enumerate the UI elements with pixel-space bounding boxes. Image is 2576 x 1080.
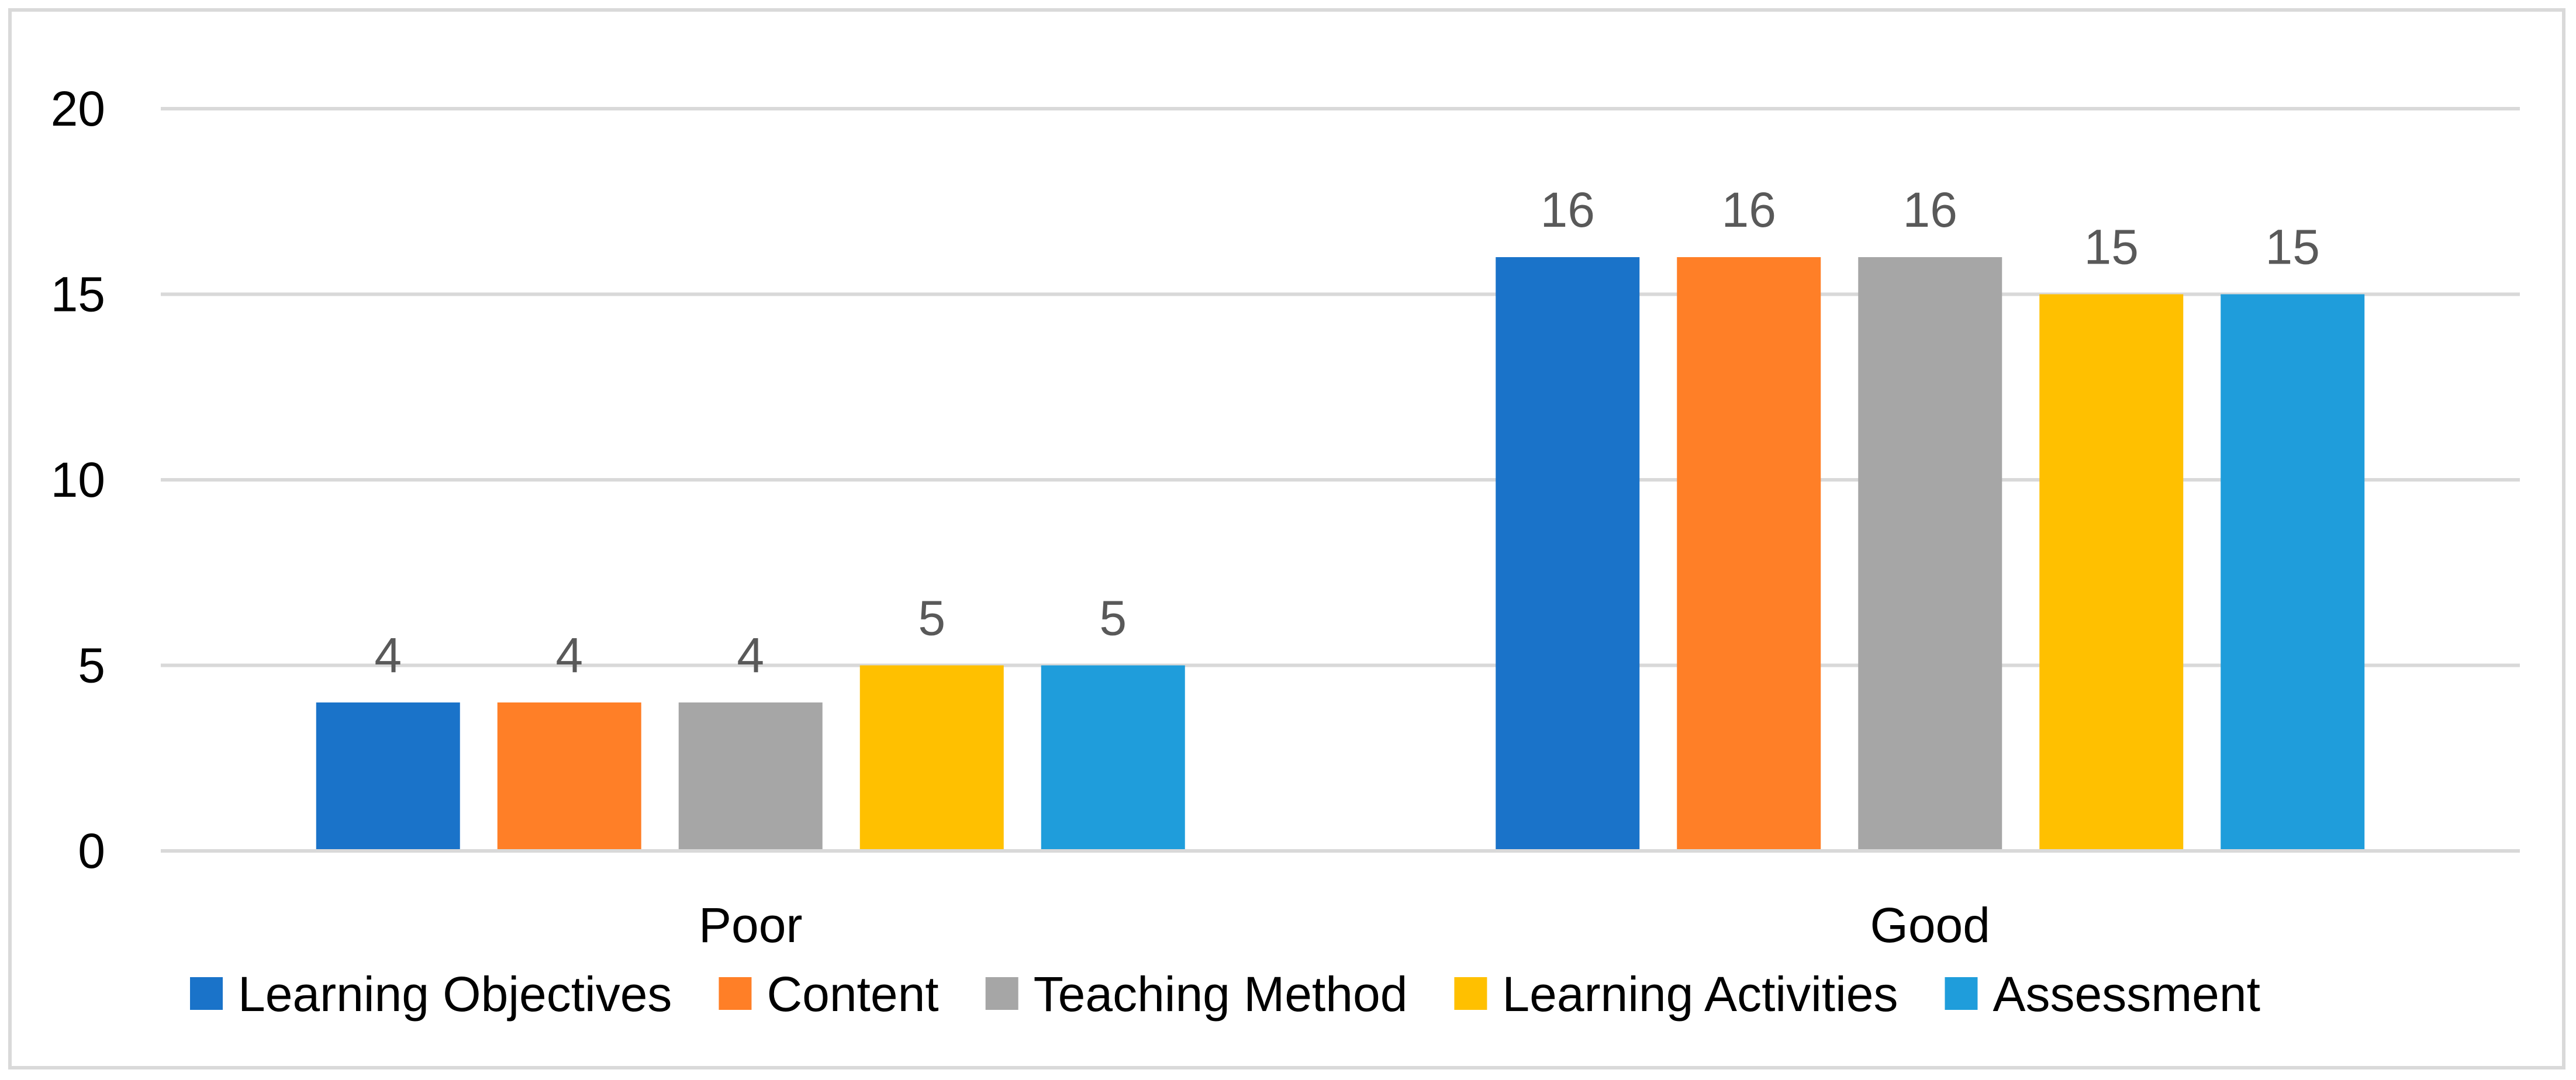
bar — [678, 702, 823, 851]
legend-label: Teaching Method — [1034, 967, 1408, 1022]
bar — [497, 702, 641, 851]
bar — [2221, 294, 2365, 851]
legend-swatch — [190, 977, 223, 1010]
data-label: 4 — [374, 628, 402, 683]
data-label: 4 — [737, 628, 764, 683]
data-label: 16 — [1541, 182, 1595, 237]
y-tick-label: 10 — [51, 452, 105, 507]
y-tick-label: 5 — [78, 638, 105, 693]
y-tick-label: 15 — [51, 267, 105, 322]
legend-swatch — [1945, 977, 1978, 1010]
data-label: 5 — [1099, 591, 1127, 646]
legend-label: Learning Objectives — [238, 967, 672, 1022]
legend-swatch — [719, 977, 752, 1010]
bar — [859, 665, 1004, 851]
data-label: 15 — [2084, 220, 2139, 275]
y-axis-ticks: 0 5 10 15 20 — [51, 81, 105, 878]
legend: Learning Objectives Content Teaching Metho… — [190, 967, 2260, 1022]
bar — [1677, 257, 1821, 851]
data-label: 16 — [1903, 182, 1957, 237]
y-tick-label: 0 — [78, 823, 105, 878]
bar — [316, 702, 460, 851]
x-tick-label: Good — [1870, 898, 1991, 953]
data-label: 4 — [555, 628, 583, 683]
y-tick-label: 20 — [51, 81, 105, 136]
data-labels: 4 4 4 5 5 16 16 16 15 15 — [374, 182, 2320, 683]
data-label: 15 — [2266, 220, 2320, 275]
data-label: 16 — [1722, 182, 1776, 237]
legend-swatch — [1454, 977, 1487, 1010]
bar — [1858, 257, 2002, 851]
bar — [1041, 665, 1185, 851]
data-label: 5 — [918, 591, 945, 646]
bar — [2039, 294, 2184, 851]
legend-label: Learning Activities — [1502, 967, 1898, 1022]
category-labels: Poor Good — [699, 898, 1990, 953]
legend-swatch — [985, 977, 1018, 1010]
legend-label: Content — [766, 967, 938, 1022]
bar — [1496, 257, 1640, 851]
bars — [316, 257, 2365, 851]
legend-label: Assessment — [1993, 967, 2260, 1022]
x-tick-label: Poor — [699, 898, 802, 953]
